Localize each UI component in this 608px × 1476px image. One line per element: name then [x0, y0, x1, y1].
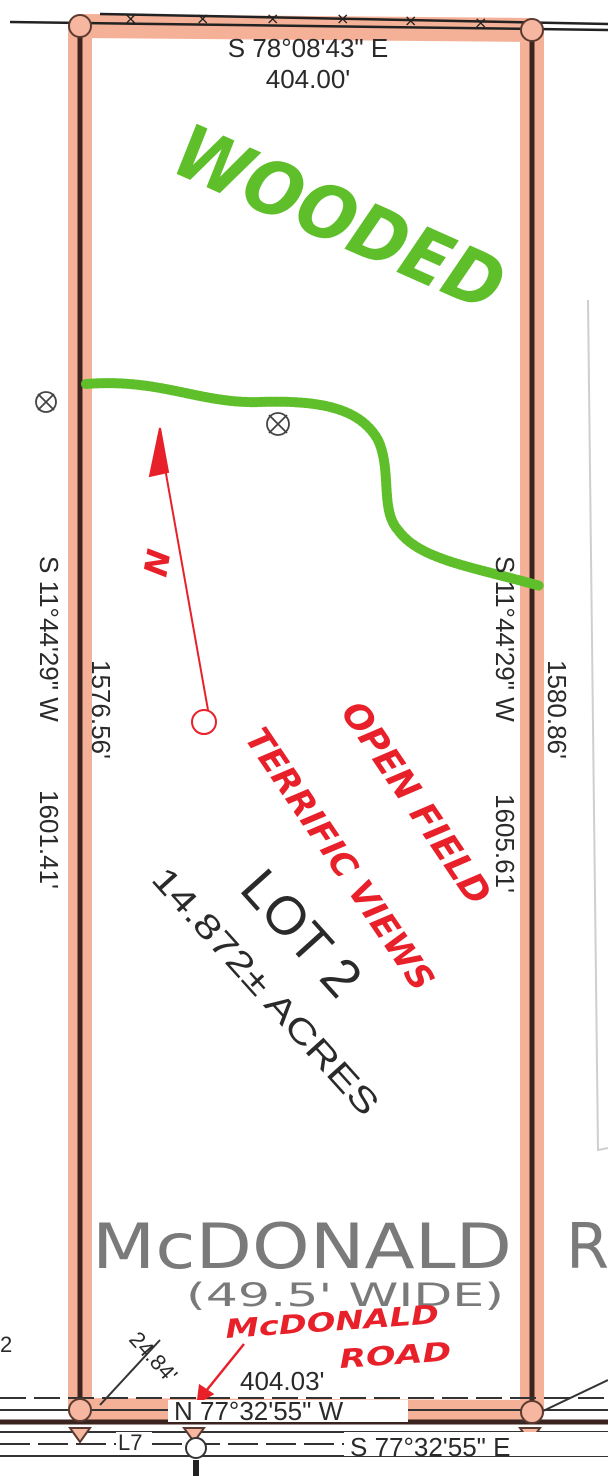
- south-outer-mask: [344, 1432, 608, 1456]
- road-monument: [185, 1437, 207, 1459]
- east-distance: 1605.61': [490, 794, 520, 893]
- road-note-arrow: [196, 1343, 245, 1405]
- east-inner-distance: 1580.86': [542, 660, 572, 759]
- west-inner-distance: 1576.56': [86, 660, 116, 759]
- lot-boundary: [77, 26, 535, 1412]
- corner-monuments: [68, 14, 544, 1444]
- svg-text:×: ×: [336, 9, 349, 28]
- svg-text:×: ×: [196, 9, 209, 28]
- east-bearing: S 11°44'29" W: [490, 556, 520, 722]
- north-arrow: [148, 427, 217, 735]
- road-width: (49.5' WIDE): [186, 1276, 504, 1314]
- line-label: L7: [118, 1430, 142, 1455]
- svg-text:×: ×: [474, 13, 487, 32]
- south-outer-bearing: S 77°32'55" E: [350, 1432, 510, 1462]
- west-distance: 1601.41': [34, 790, 64, 889]
- fence-x-marks: × × × × × ×: [124, 9, 487, 32]
- svg-text:×: ×: [404, 11, 417, 30]
- north-bearing: S 78°08'43" E: [228, 33, 388, 63]
- witness-marker-interior: [266, 412, 290, 436]
- road-post: [193, 1460, 199, 1476]
- witness-marker-west: [35, 391, 57, 413]
- margin-mark: 2: [0, 1332, 12, 1357]
- south-bearing-mask: [168, 1400, 408, 1422]
- svg-text:×: ×: [124, 9, 137, 28]
- road-name-continuation: R: [566, 1210, 608, 1283]
- south-inner-distance: 404.03': [240, 1366, 325, 1396]
- south-inner-bearing: N 77°32'55" W: [174, 1396, 344, 1426]
- road-name: McDONALD: [92, 1210, 512, 1283]
- north-distance: 404.00': [266, 64, 351, 94]
- svg-text:×: ×: [266, 9, 279, 28]
- west-bearing: S 11°44'29" W: [34, 556, 64, 722]
- adjacent-parcel-line: [587, 299, 608, 1152]
- wooded-boundary-line: [81, 378, 545, 591]
- line-label-mask: [116, 1432, 152, 1452]
